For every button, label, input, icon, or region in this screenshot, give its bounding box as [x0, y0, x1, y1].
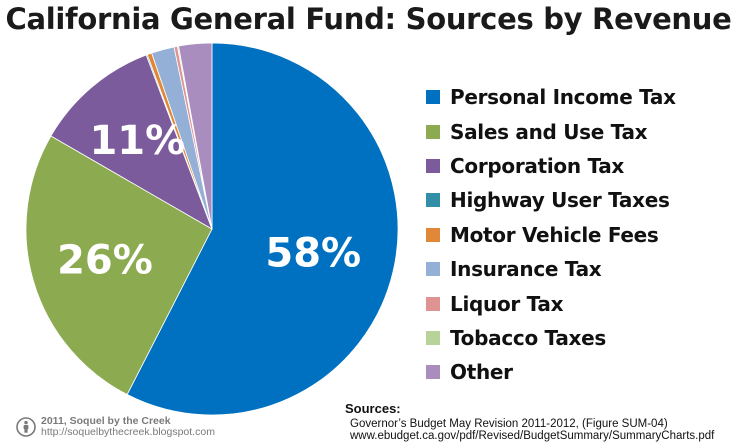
credit-footer: 2011, Soquel by the Creek http://soquelb… [16, 416, 215, 438]
chart-title: California General Fund: Sources by Reve… [5, 2, 732, 36]
legend-swatch [426, 262, 440, 277]
legend-label: Personal Income Tax [450, 85, 676, 110]
legend-item-tobacco-taxes: Tobacco Taxes [426, 321, 676, 355]
legend-item-liquor-tax: Liquor Tax [426, 286, 676, 320]
legend-item-highway-user-taxes: Highway User Taxes [426, 183, 676, 217]
credit-url[interactable]: http://soquelbythecreek.blogspot.com [41, 426, 215, 438]
legend-swatch [426, 90, 440, 105]
sources-line-2[interactable]: www.ebudget.ca.gov/pdf/Revised/BudgetSum… [350, 430, 715, 442]
legend-item-other: Other [426, 355, 676, 389]
legend-label: Other [450, 360, 513, 385]
legend-swatch [426, 365, 440, 380]
sources-heading: Sources: [345, 401, 401, 416]
legend: Personal Income Tax Sales and Use Tax Corp… [426, 80, 676, 390]
legend-swatch [426, 296, 440, 311]
data-label-sales-and-use-tax: 26% [57, 238, 153, 284]
sources-text: Governor’s Budget May Revision 2011-2012… [350, 418, 714, 442]
legend-swatch [426, 158, 440, 173]
legend-swatch [426, 330, 440, 345]
legend-item-motor-vehicle-fees: Motor Vehicle Fees [426, 218, 676, 252]
legend-item-personal-income-tax: Personal Income Tax [426, 80, 676, 114]
legend-item-sales-and-use-tax: Sales and Use Tax [426, 114, 676, 148]
legend-item-insurance-tax: Insurance Tax [426, 252, 676, 286]
legend-swatch [426, 227, 440, 242]
legend-swatch [426, 193, 440, 208]
legend-label: Motor Vehicle Fees [450, 222, 659, 247]
legend-label: Liquor Tax [450, 291, 564, 316]
legend-label: Sales and Use Tax [450, 119, 648, 144]
legend-label: Insurance Tax [450, 257, 602, 282]
sources-line-1: Governor’s Budget May Revision 2011-2012… [350, 418, 668, 430]
pie-slice-other [178, 42, 213, 230]
legend-label: Tobacco Taxes [450, 325, 606, 350]
legend-label: Highway User Taxes [450, 188, 670, 213]
credit-text: 2011, Soquel by the Creek [41, 415, 171, 427]
data-label-personal-income-tax: 58% [265, 230, 361, 276]
data-label-corporation-tax: 11% [89, 118, 185, 164]
pie-slice-personal-income-tax [126, 42, 399, 416]
pie-slice-sales-and-use-tax [25, 135, 213, 396]
pie-slice-corporation-tax [50, 54, 213, 230]
legend-swatch [426, 124, 440, 139]
legend-item-corporation-tax: Corporation Tax [426, 149, 676, 183]
legend-label: Corporation Tax [450, 153, 625, 178]
creative-commons-attribution-icon [16, 417, 36, 437]
